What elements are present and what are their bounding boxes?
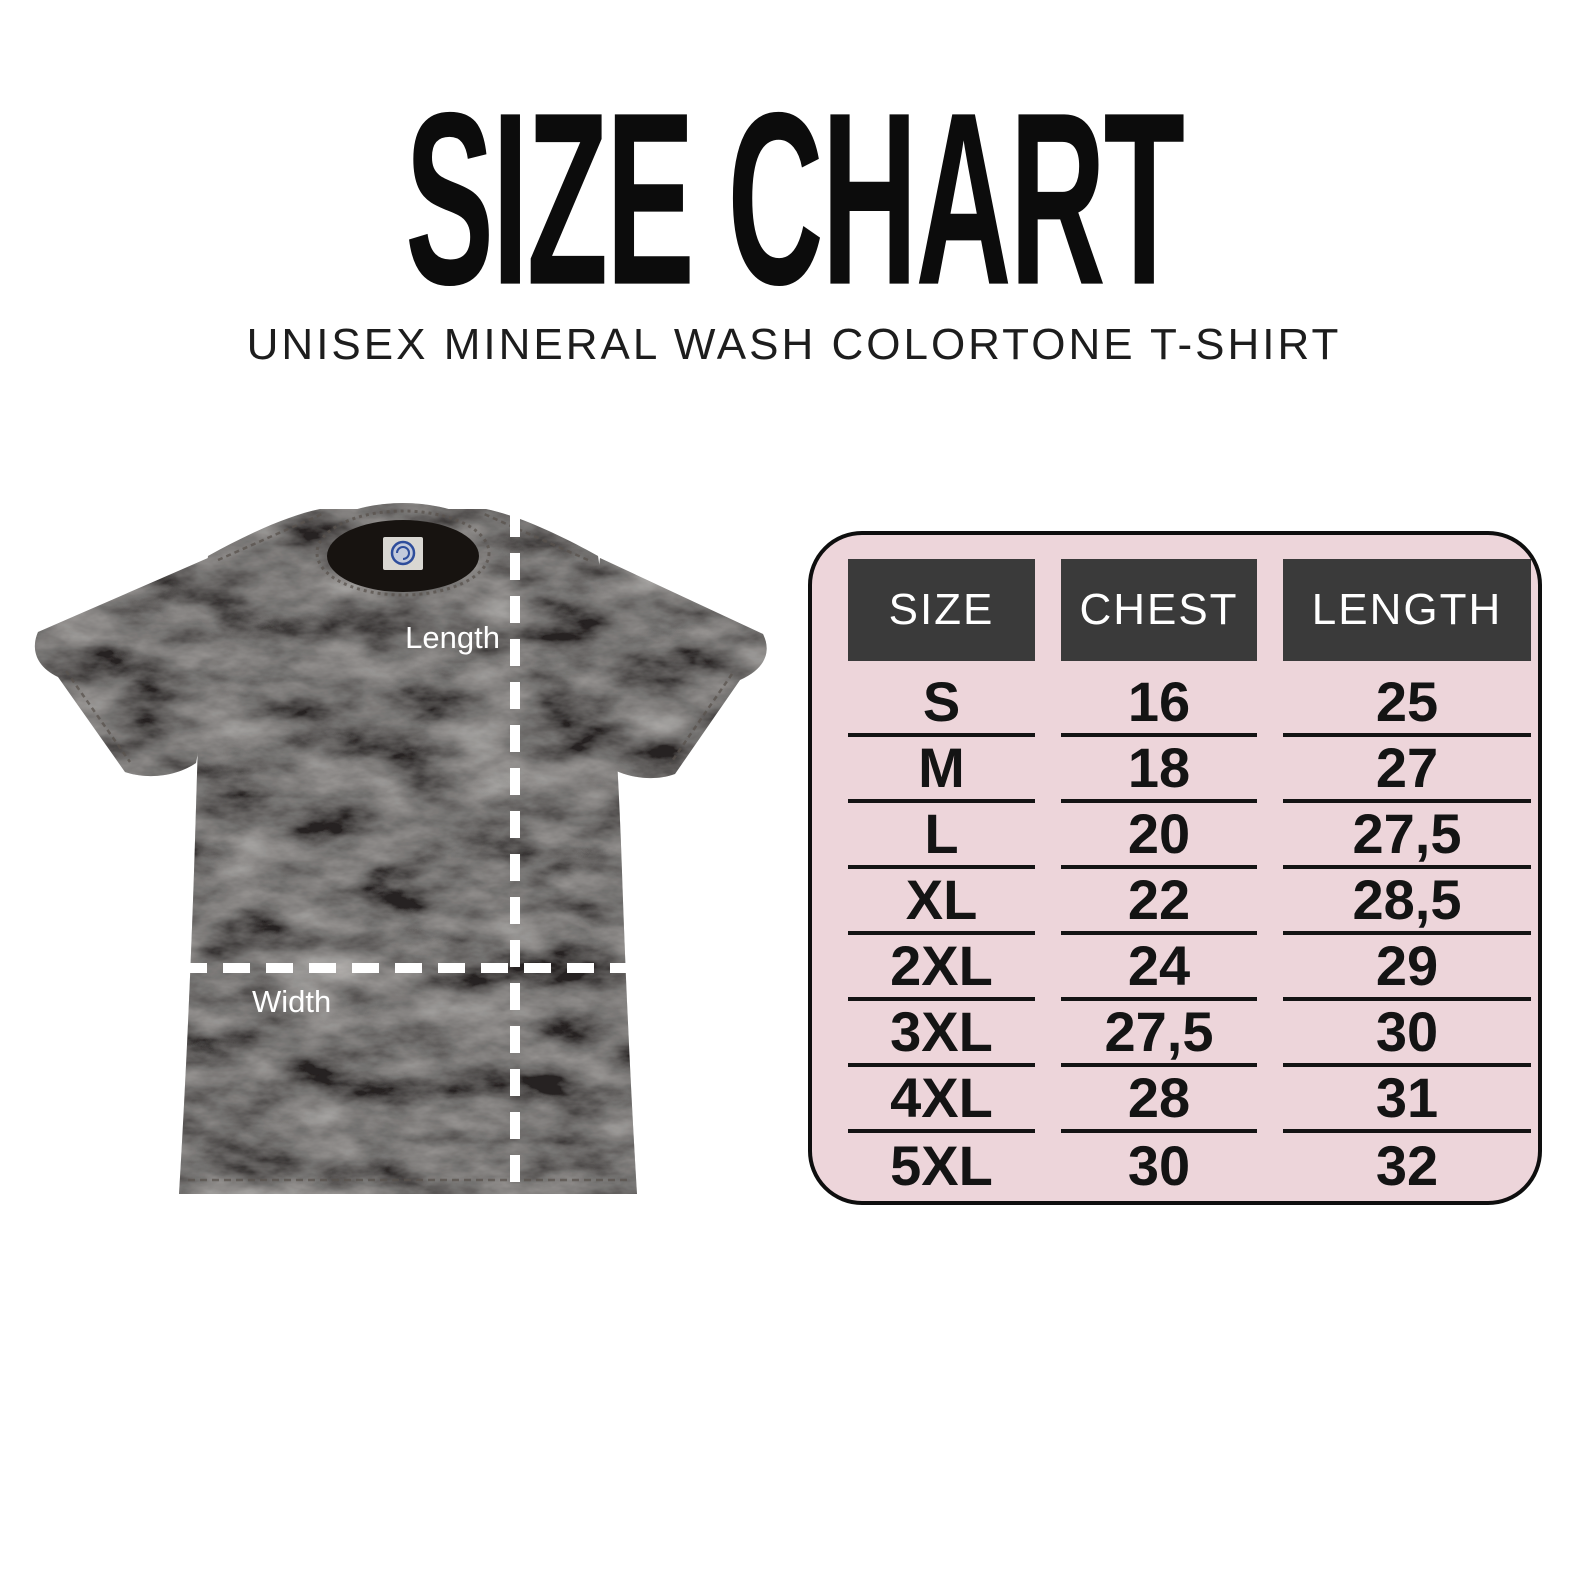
table-header-row: SIZE CHEST LENGTH bbox=[848, 559, 1538, 661]
table-cell: 5XL bbox=[890, 1134, 993, 1197]
table-cell: 30 bbox=[1283, 1001, 1531, 1067]
table-row: XL 22 28,5 bbox=[848, 869, 1538, 935]
tshirt-fabric bbox=[34, 503, 767, 1194]
length-guide-label: Length bbox=[405, 620, 500, 655]
table-row: 5XL 30 32 bbox=[848, 1133, 1538, 1199]
table-cell: 28,5 bbox=[1283, 869, 1531, 935]
table-cell: 27 bbox=[1283, 737, 1531, 803]
right-cuff-stitching bbox=[668, 673, 734, 765]
left-cuff-stitching bbox=[64, 670, 132, 763]
table-cell: 32 bbox=[1375, 1134, 1439, 1197]
page-subtitle: UNISEX MINERAL WASH COLORTONE T-SHIRT bbox=[246, 320, 1342, 369]
table-row: S 16 25 bbox=[848, 671, 1538, 737]
table-cell: 20 bbox=[1061, 803, 1257, 869]
table-row: 4XL 28 31 bbox=[848, 1067, 1538, 1133]
table-cell: 18 bbox=[1061, 737, 1257, 803]
right-shoulder-seam bbox=[483, 512, 589, 562]
table-cell: 2XL bbox=[848, 935, 1035, 1001]
collar-stitching bbox=[315, 509, 491, 597]
table-cell: 16 bbox=[1061, 671, 1257, 737]
neck-tag-logo bbox=[390, 540, 416, 566]
table-cell: M bbox=[848, 737, 1035, 803]
column-header-chest: CHEST bbox=[1061, 559, 1257, 661]
width-guide-label: Width bbox=[252, 984, 331, 1019]
table-cell: 30 bbox=[1127, 1134, 1191, 1197]
table-cell: 24 bbox=[1061, 935, 1257, 1001]
tshirt-measurement-diagram: Length Width bbox=[30, 452, 790, 1212]
table-cell: S bbox=[848, 671, 1035, 737]
left-shoulder-seam bbox=[217, 512, 323, 562]
table-cell: 29 bbox=[1283, 935, 1531, 1001]
column-header-size: SIZE bbox=[848, 559, 1035, 661]
table-cell: 4XL bbox=[848, 1067, 1035, 1133]
page-title-text: SIZE CHART bbox=[405, 62, 1185, 337]
table-row: L 20 27,5 bbox=[848, 803, 1538, 869]
table-cell: L bbox=[848, 803, 1035, 869]
table-cell: 27,5 bbox=[1283, 803, 1531, 869]
table-cell: 22 bbox=[1061, 869, 1257, 935]
page-title: SIZE CHART bbox=[0, 76, 1588, 322]
table-cell: 3XL bbox=[848, 1001, 1035, 1067]
table-row: 2XL 24 29 bbox=[848, 935, 1538, 1001]
table-cell: XL bbox=[848, 869, 1035, 935]
table-cell: 28 bbox=[1061, 1067, 1257, 1133]
table-cell: 25 bbox=[1283, 671, 1531, 737]
size-table-rows: S 16 25 M 18 27 L 20 27,5 XL 22 28,5 2XL 24 29 3XL 27,5 3… bbox=[848, 671, 1538, 1199]
column-header-length: LENGTH bbox=[1283, 559, 1531, 661]
size-chart-table: SIZE CHEST LENGTH S 16 25 M 18 27 L 20 27,5 XL 22 2… bbox=[808, 531, 1542, 1205]
table-cell: 31 bbox=[1283, 1067, 1531, 1133]
tshirt-image: Length Width bbox=[34, 503, 767, 1200]
neck-tag-logo-swirl bbox=[396, 546, 410, 560]
table-cell: 27,5 bbox=[1061, 1001, 1257, 1067]
table-row: 3XL 27,5 30 bbox=[848, 1001, 1538, 1067]
table-row: M 18 27 bbox=[848, 737, 1538, 803]
